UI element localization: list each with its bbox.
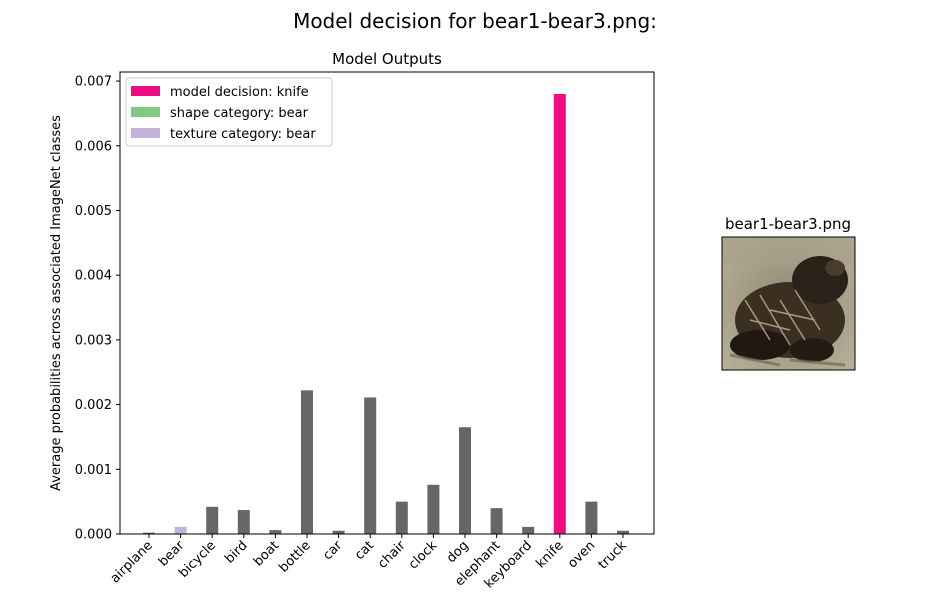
legend: model decision: knife shape category: bea… bbox=[125, 77, 333, 147]
bar-truck bbox=[617, 530, 629, 534]
bar-dog bbox=[459, 427, 471, 534]
bar-boat bbox=[269, 530, 282, 534]
bear-image-panel: bear1-bear3.png bbox=[721, 215, 856, 371]
bar-chart: Model Outputs 0.0000.0010.0020.0030.0040… bbox=[49, 50, 655, 591]
x-tick-label-bird: bird bbox=[222, 538, 250, 566]
bar-knife bbox=[553, 94, 566, 534]
y-tick-label: 0.004 bbox=[75, 269, 112, 284]
y-tick-label: 0.003 bbox=[75, 333, 112, 348]
legend-swatch bbox=[131, 86, 160, 96]
legend-swatch bbox=[131, 107, 160, 117]
x-tick-label-dog: dog bbox=[444, 538, 472, 566]
bar-oven bbox=[585, 501, 598, 534]
plot-frame bbox=[119, 71, 655, 535]
legend-frame bbox=[125, 77, 333, 147]
bar-chair bbox=[395, 501, 408, 534]
bar-bottle bbox=[301, 390, 313, 534]
y-tick-label: 0.007 bbox=[75, 75, 112, 90]
image-frame bbox=[721, 236, 856, 371]
y-tick-label: 0.005 bbox=[75, 204, 112, 219]
bar-car bbox=[332, 530, 345, 534]
bar-bicycle bbox=[206, 506, 219, 534]
figure-suptitle: Model decision for bear1-bear3.png: bbox=[293, 9, 657, 33]
bar-clock bbox=[427, 484, 440, 534]
bar-airplane bbox=[143, 532, 155, 534]
x-tick-label-oven: oven bbox=[565, 538, 598, 571]
y-tick-label: 0.001 bbox=[75, 463, 112, 478]
bar-keyboard bbox=[522, 526, 535, 534]
legend-label: model decision: knife bbox=[170, 85, 309, 100]
legend-swatch bbox=[131, 128, 160, 138]
bars-group bbox=[143, 94, 629, 534]
y-axis-label: Average probabilities across associated … bbox=[49, 115, 64, 491]
bar-elephant bbox=[490, 508, 503, 534]
y-tick-label: 0.000 bbox=[75, 528, 112, 543]
x-tick-label-cat: cat bbox=[352, 538, 377, 563]
bear-image bbox=[722, 237, 855, 370]
thumbnail-title: bear1-bear3.png bbox=[725, 215, 851, 233]
bar-bear bbox=[174, 526, 187, 534]
legend-label: shape category: bear bbox=[170, 106, 309, 121]
x-tick-label-knife: knife bbox=[533, 538, 566, 571]
bar-cat bbox=[364, 397, 377, 534]
chart-title: Model Outputs bbox=[332, 50, 442, 68]
legend-label: texture category: bear bbox=[170, 127, 316, 142]
x-tick-label-chair: chair bbox=[375, 538, 409, 572]
x-tick-label-truck: truck bbox=[596, 538, 631, 573]
x-tick-label-airplane: airplane bbox=[108, 538, 156, 586]
x-tick-label-clock: clock bbox=[406, 538, 441, 573]
bar-bird bbox=[237, 510, 250, 534]
x-tick-label-car: car bbox=[320, 538, 346, 564]
y-axis: 0.000 0.001 0.002 0.003 0.004 0.005 0.006 0.007 bbox=[75, 75, 120, 543]
y-tick-label: 0.006 bbox=[75, 139, 112, 154]
x-tick-label-bottle: bottle bbox=[276, 538, 313, 575]
y-tick-label: 0.002 bbox=[75, 398, 112, 413]
